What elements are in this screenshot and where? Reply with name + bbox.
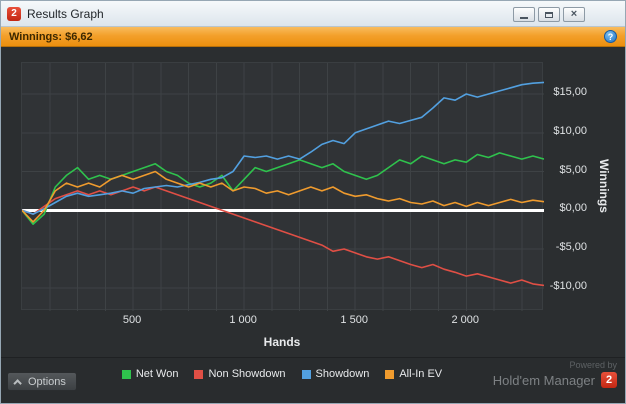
- window-title: Results Graph: [27, 6, 104, 21]
- close-icon: ×: [570, 8, 578, 20]
- x-tick-label: 1 500: [340, 314, 368, 326]
- winnings-bar: Winnings: $6,62 ?: [1, 27, 625, 47]
- x-tick-label: 500: [122, 314, 142, 326]
- hm2-footer-logo-icon: 2: [601, 372, 617, 388]
- legend-item-showdown: Showdown: [301, 368, 370, 380]
- legend-item-non-showdown: Non Showdown: [194, 368, 286, 380]
- plot-area: [21, 62, 544, 311]
- legend-item-net-won: Net Won: [121, 368, 179, 380]
- y-tick-label: $0,00: [559, 202, 587, 215]
- hm2-logo-icon: 2: [7, 6, 21, 21]
- maximize-button[interactable]: [538, 7, 560, 22]
- legend-item-all-in-ev: All-In EV: [385, 368, 442, 380]
- brand-name: Hold'em Manager: [492, 372, 595, 388]
- powered-by-text: Powered by: [569, 360, 617, 370]
- non-showdown-swatch-icon: [194, 369, 204, 379]
- x-axis-title: Hands: [263, 335, 301, 349]
- y-axis-title: Winnings: [597, 159, 611, 213]
- y-tick-label: -$10,00: [549, 279, 587, 292]
- showdown-swatch-icon: [301, 369, 311, 379]
- legend-label: Net Won: [135, 368, 179, 380]
- legend-label: Showdown: [315, 368, 370, 380]
- all-in-ev-swatch-icon: [385, 369, 395, 379]
- title-bar: 2 Results Graph ×: [1, 1, 625, 27]
- legend-label: Non Showdown: [208, 368, 286, 380]
- chart-svg: [22, 63, 544, 311]
- window-controls: ×: [513, 7, 585, 22]
- y-tick-label: $15,00: [553, 86, 587, 98]
- winnings-label: Winnings: $6,62: [9, 30, 93, 43]
- net-won-swatch-icon: [121, 369, 131, 379]
- y-tick-label: -$5,00: [555, 241, 587, 253]
- options-button[interactable]: Options: [7, 372, 77, 391]
- powered-by-block: Powered by Hold'em Manager 2: [493, 360, 617, 388]
- footer-bar: Net Won Non Showdown Showdown All-In EV …: [1, 357, 625, 403]
- legend-label: All-In EV: [399, 368, 443, 380]
- maximize-icon: [545, 11, 553, 18]
- x-axis-ticks: 500 1 000 1 500 2 000: [1, 314, 625, 328]
- chart-legend: Net Won Non Showdown Showdown All-In EV: [21, 368, 543, 380]
- chevron-up-icon: [13, 378, 22, 388]
- x-tick-label: 2 000: [451, 314, 480, 326]
- help-icon[interactable]: ?: [604, 30, 617, 43]
- brand-row: Hold'em Manager 2: [493, 372, 617, 388]
- x-tick-label: 1 000: [229, 314, 257, 326]
- minimize-button[interactable]: [513, 7, 535, 22]
- y-tick-label: $10,00: [553, 124, 587, 137]
- y-axis-ticks: $15,00 $10,00 $5,00 $0,00 -$5,00 -$10,00: [541, 47, 587, 403]
- minimize-icon: [520, 16, 528, 19]
- chart-region: 500 1 000 1 500 2 000 $15,00 $10,00 $5,00 $0,0…: [1, 47, 625, 403]
- close-button[interactable]: ×: [563, 7, 585, 22]
- options-button-label: Options: [28, 375, 66, 388]
- y-tick-label: $5,00: [559, 163, 587, 176]
